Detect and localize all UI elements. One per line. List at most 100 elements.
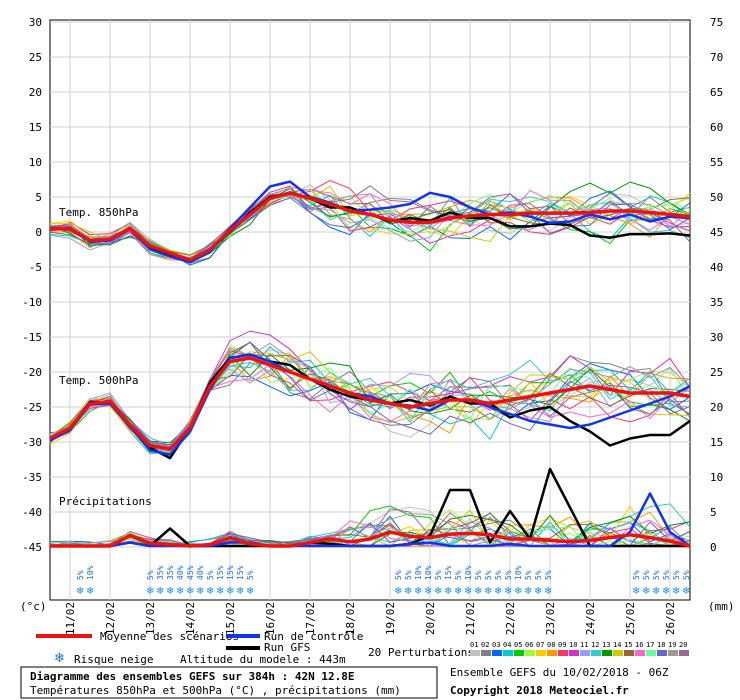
snow-risk-percent: 10% xyxy=(414,565,423,580)
x-tick-label: 19/02 xyxy=(384,602,397,635)
left-tick-label: 15 xyxy=(29,121,42,134)
perturbation-swatch xyxy=(613,650,623,656)
perturbation-number: 09 xyxy=(558,641,566,649)
perturbation-number: 10 xyxy=(569,641,577,649)
panel-labels: Temp. 850hPa Temp. 500hPa Précipitations xyxy=(59,206,152,508)
legend-control-label: Run de contrôle xyxy=(264,630,363,643)
snow-risk-percent: 5% xyxy=(544,570,553,580)
snow-risk-percent: 5% xyxy=(76,570,85,580)
snow-risk-percent: 15% xyxy=(236,565,245,580)
perturbation-number: 13 xyxy=(602,641,610,649)
perturbation-number: 14 xyxy=(613,641,621,649)
left-unit-label: (°c) xyxy=(20,600,47,613)
snowflake-icon: ❄ xyxy=(534,586,542,597)
x-tick-label: 26/02 xyxy=(664,602,677,635)
x-tick-label: 23/02 xyxy=(544,602,557,635)
left-tick-label: 5 xyxy=(35,191,42,204)
perturbation-number: 18 xyxy=(657,641,665,649)
perturbation-number: 03 xyxy=(492,641,500,649)
snowflake-icon: ❄ xyxy=(76,586,84,597)
snow-risk-percent: 5% xyxy=(484,570,493,580)
snowflake-icon: ❄ xyxy=(454,586,462,597)
snow-risk-percent: 5% xyxy=(682,570,691,580)
x-tick-label: 17/02 xyxy=(304,602,317,635)
snowflake-icon: ❄ xyxy=(474,586,482,597)
right-tick-label: 60 xyxy=(710,121,723,134)
snow-risk-percent: 10% xyxy=(514,565,523,580)
snow-risk-percent: 15% xyxy=(444,565,453,580)
snow-risk-percent: 5% xyxy=(494,570,503,580)
snowflake-icon: ❄ xyxy=(662,586,670,597)
snowflake-icon: ❄ xyxy=(196,586,204,597)
snow-risk-percent: 5% xyxy=(474,570,483,580)
plot-frame xyxy=(49,19,691,601)
snowflake-icon: ❄ xyxy=(236,586,244,597)
perturbation-swatch xyxy=(602,650,612,656)
perturbation-swatch xyxy=(481,650,491,656)
perturbation-line xyxy=(49,330,691,447)
perturbation-number: 20 xyxy=(679,641,687,649)
snow-risk-percent: 10% xyxy=(424,565,433,580)
perturbation-number: 05 xyxy=(514,641,522,649)
left-tick-label: -25 xyxy=(22,401,42,414)
perturbation-swatch xyxy=(525,650,535,656)
right-tick-label: 70 xyxy=(710,51,723,64)
perturbation-swatch xyxy=(591,650,601,656)
control-t850-line xyxy=(49,180,691,264)
right-tick-label: 35 xyxy=(710,296,723,309)
perturbation-line xyxy=(49,342,691,447)
snowflake-icon: ❄ xyxy=(206,586,214,597)
right-tick-label: 15 xyxy=(710,436,723,449)
x-tick-label: 22/02 xyxy=(504,602,517,635)
x-tick-label: 20/02 xyxy=(424,602,437,635)
legend-snow-label: Risque neige xyxy=(74,653,153,666)
perturbation-swatch xyxy=(569,650,579,656)
snowflake-icon: ❄ xyxy=(166,586,174,597)
x-tick-label: 25/02 xyxy=(624,602,637,635)
label-t850: Temp. 850hPa xyxy=(59,206,138,219)
perturbation-swatch xyxy=(624,650,634,656)
perturbation-swatch xyxy=(536,650,546,656)
right-tick-label: 55 xyxy=(710,156,723,169)
left-tick-label: 30 xyxy=(29,16,42,29)
snow-risk-percent: 15% xyxy=(226,565,235,580)
left-tick-label: 0 xyxy=(35,226,42,239)
snowflake-icon: ❄ xyxy=(156,586,164,597)
left-tick-label: -30 xyxy=(22,436,42,449)
snow-risk-percent: 40% xyxy=(196,565,205,580)
snowflake-icon: ❄ xyxy=(464,586,472,597)
snow-risk-percent: 35% xyxy=(166,565,175,580)
control-t500-line xyxy=(49,353,691,456)
perturbation-line xyxy=(49,363,691,451)
right-tick-label: 10 xyxy=(710,471,723,484)
perturbation-line xyxy=(49,360,691,446)
x-tick-label: 18/02 xyxy=(344,602,357,635)
label-precip: Précipitations xyxy=(59,495,152,508)
snowflake-icon: ❄ xyxy=(504,586,512,597)
snow-risk-percent: 5% xyxy=(652,570,661,580)
x-tick-label: 24/02 xyxy=(584,602,597,635)
snowflake-icon: ❄ xyxy=(444,586,452,597)
snow-risk-percent: 5% xyxy=(672,570,681,580)
perturbation-swatch xyxy=(679,650,689,656)
perturbation-swatch xyxy=(492,650,502,656)
x-tick-label: 11/02 xyxy=(64,602,77,635)
mean-precip-line xyxy=(50,530,691,548)
perturbation-swatch xyxy=(514,650,524,656)
right-tick-label: 30 xyxy=(710,331,723,344)
snow-risk-percent: 5% xyxy=(534,570,543,580)
chart-title-line2: Températures 850hPa et 500hPa (°C) , pré… xyxy=(30,684,401,697)
snowflake-icon: ❄ xyxy=(682,586,690,597)
snow-risk-percent: 5% xyxy=(642,570,651,580)
perturbation-number: 16 xyxy=(635,641,643,649)
snow-risk-percent: 5% xyxy=(206,570,215,580)
perturbation-number: 15 xyxy=(624,641,632,649)
mean-t500-line xyxy=(49,356,691,451)
left-tick-label: -5 xyxy=(29,261,42,274)
left-tick-label: 20 xyxy=(29,86,42,99)
snow-risk-percent: 5% xyxy=(504,570,513,580)
snowflake-icon: ❄ xyxy=(246,586,254,597)
snow-risk-percent: 5% xyxy=(146,570,155,580)
left-tick-label: -15 xyxy=(22,331,42,344)
